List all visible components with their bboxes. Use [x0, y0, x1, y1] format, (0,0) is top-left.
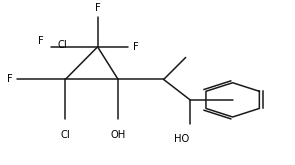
- Text: Cl: Cl: [57, 40, 67, 50]
- Text: HO: HO: [174, 134, 189, 144]
- Text: F: F: [95, 3, 101, 13]
- Text: F: F: [7, 74, 12, 84]
- Text: F: F: [133, 42, 139, 52]
- Text: F: F: [37, 36, 43, 46]
- Text: OH: OH: [111, 130, 126, 140]
- Text: Cl: Cl: [60, 130, 70, 140]
